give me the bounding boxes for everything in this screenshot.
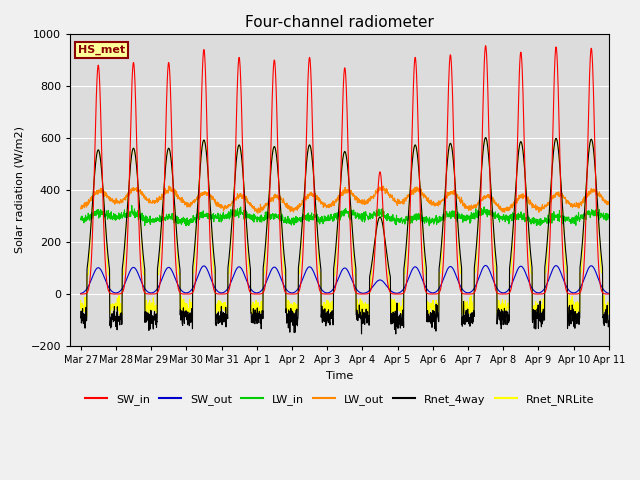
- Text: HS_met: HS_met: [78, 45, 125, 55]
- Legend: SW_in, SW_out, LW_in, LW_out, Rnet_4way, Rnet_NRLite: SW_in, SW_out, LW_in, LW_out, Rnet_4way,…: [81, 389, 598, 409]
- Y-axis label: Solar radiation (W/m2): Solar radiation (W/m2): [15, 127, 25, 253]
- Title: Four-channel radiometer: Four-channel radiometer: [245, 15, 434, 30]
- X-axis label: Time: Time: [326, 371, 353, 381]
